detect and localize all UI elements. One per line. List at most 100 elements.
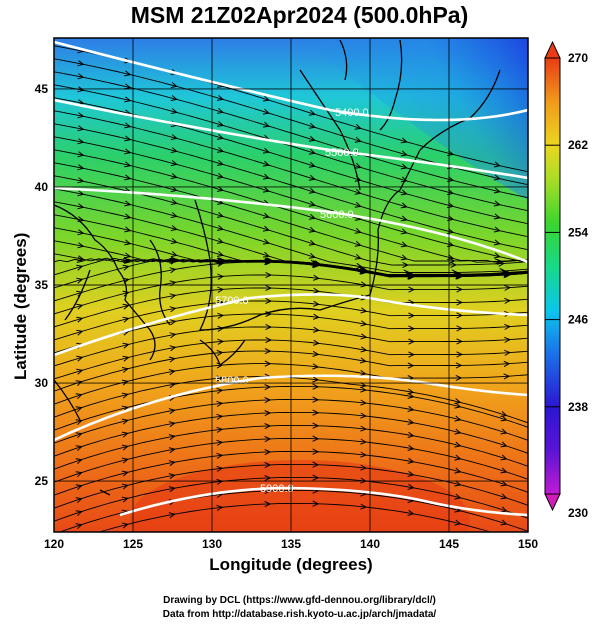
streamline-arrowhead [312,409,320,416]
streamline-arrowhead [75,406,83,413]
streamline-arrowhead [493,226,501,233]
streamline-arrowhead [124,252,132,259]
streamline-arrowhead [77,190,85,197]
streamline-arrowhead [308,213,316,220]
streamline-arrowhead [312,461,320,468]
streamline-arrowhead [360,268,368,275]
streamline-arrowhead [493,213,501,220]
streamline-arrowhead [76,303,84,310]
streamline-arrowhead [454,519,462,526]
streamline-arrowhead [75,497,83,504]
streamline-arrowhead [493,187,501,194]
wind-streamlines [54,45,528,532]
streamline-arrowhead [122,277,130,284]
streamline-arrowhead [216,173,224,179]
colorbar-min-arrow [544,493,561,512]
streamline-arrowhead [360,386,368,393]
streamline-arrowhead [168,512,176,519]
contour-5700 [54,293,528,357]
streamline-arrowhead [264,462,272,469]
streamline-arrowhead [76,257,84,263]
streamline-arrowhead [216,251,224,257]
streamline-arrowhead [169,293,177,300]
streamline-arrowhead [77,86,85,93]
streamline-arrowhead [500,480,508,487]
streamline-arrowhead [121,431,129,438]
streamline-arrowhead [264,475,272,482]
streamline-arrowhead [504,323,512,330]
streamline-arrowhead [312,435,320,442]
streamline-arrowhead [262,173,270,180]
streamline-arrowhead [265,297,273,305]
streamline-arrowhead [124,226,132,233]
streamline-arrowhead [76,290,84,297]
streamline-arrowhead [493,252,501,259]
colorbar-tick-262: 262 [568,138,588,152]
streamline-arrowhead [75,393,83,400]
streamline-arrowhead [217,286,225,293]
streamline-arrowhead [170,173,178,180]
streamline-arrowhead [359,369,367,376]
streamline-arrowhead [308,239,316,246]
streamline-arrowhead [122,264,130,271]
streamline [54,363,528,405]
streamline-arrowhead [455,362,463,369]
streamline-arrowhead [122,316,130,323]
contour-label-5900: 5900.0 [260,483,294,495]
streamline-arrowhead [454,428,462,435]
streamline-arrowhead [262,147,270,154]
streamline-arrowhead [408,286,416,293]
streamline-arrowhead [264,410,272,417]
streamline-arrowhead [77,73,85,80]
streamline-arrowhead [308,174,316,181]
streamline-arrowhead [354,123,362,130]
streamline-arrowhead [124,83,132,90]
streamline-arrowhead [312,448,320,455]
streamline-arrowhead [312,376,320,383]
streamline-arrowhead [360,346,368,353]
streamline-arrowhead [169,306,177,313]
streamline-arrowhead [168,447,176,454]
streamline-arrowhead [75,380,83,387]
streamline-arrowhead [264,397,272,404]
streamline-arrowhead [308,200,316,207]
streamline-arrowhead [400,176,408,183]
streamline [54,376,528,424]
streamline-arrowhead [124,135,132,142]
streamline-arrowhead [170,212,178,219]
streamline-arrowhead [264,449,272,456]
streamline-arrowhead [360,464,368,471]
streamline-arrowhead [500,441,508,448]
streamline-arrowhead [265,336,273,344]
streamline-arrowhead [170,147,178,154]
streamline [98,502,492,532]
streamline-arrowhead [77,203,85,210]
streamline-arrowhead [77,216,85,223]
streamline-arrowhead [354,136,362,143]
streamline-arrowhead [312,500,320,507]
streamline [54,385,528,431]
streamline-arrowhead [264,436,272,443]
streamline-arrowhead [77,138,85,145]
streamline-arrowhead [456,338,464,345]
streamline-arrowhead [76,277,84,284]
streamline-arrowhead [354,227,362,234]
streamline-arrowhead [170,186,178,193]
streamline-arrowhead [169,257,177,264]
streamline-arrowhead [216,413,224,420]
streamline-arrowhead [504,349,512,356]
streamline-arrowhead [124,96,132,103]
streamline-arrowhead [216,465,224,472]
streamline-arrowhead [308,148,316,155]
streamline-arrowhead [217,325,225,332]
streamline-arrowhead [122,290,130,297]
streamline-arrowhead [308,135,316,142]
streamline-arrowhead [450,261,458,268]
streamline-arrowhead [264,384,272,391]
streamline-arrowhead [354,201,362,208]
streamline-arrowhead [121,405,129,412]
streamline-arrowhead [216,375,224,382]
streamline [54,411,528,457]
streamline-arrowhead [121,496,129,503]
